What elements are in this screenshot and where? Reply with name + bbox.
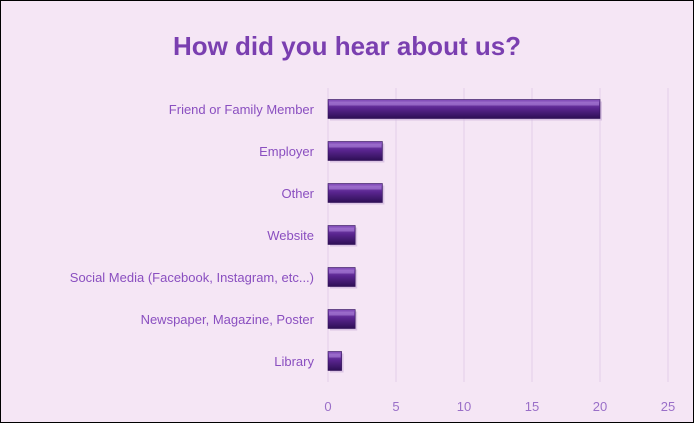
x-tick-label: 10 xyxy=(457,399,471,414)
gridlines xyxy=(327,88,669,382)
bar-highlight xyxy=(329,353,341,358)
bar-highlight xyxy=(329,185,382,190)
category-labels: Friend or Family Member Employer Other Webs… xyxy=(70,102,315,369)
bar-highlight xyxy=(329,311,355,316)
bar-highlight xyxy=(329,269,355,274)
x-tick-label: 25 xyxy=(661,399,675,414)
chart-title: How did you hear about us? xyxy=(172,31,522,61)
x-tick-labels: 0 5 10 15 20 25 xyxy=(324,399,675,414)
category-label: Other xyxy=(281,186,314,201)
bar-highlight xyxy=(329,101,599,106)
category-label: Friend or Family Member xyxy=(169,102,315,117)
category-label: Employer xyxy=(259,144,315,159)
bar-highlight xyxy=(329,143,382,148)
x-tick-label: 20 xyxy=(593,399,607,414)
category-label: Newspaper, Magazine, Poster xyxy=(141,312,315,327)
category-label: Website xyxy=(267,228,314,243)
x-tick-label: 5 xyxy=(392,399,399,414)
bars xyxy=(327,99,602,373)
x-tick-label: 0 xyxy=(324,399,331,414)
bar-highlight xyxy=(329,227,355,232)
x-tick-label: 15 xyxy=(525,399,539,414)
category-label: Library xyxy=(274,354,314,369)
category-label: Social Media (Facebook, Instagram, etc..… xyxy=(70,270,314,285)
